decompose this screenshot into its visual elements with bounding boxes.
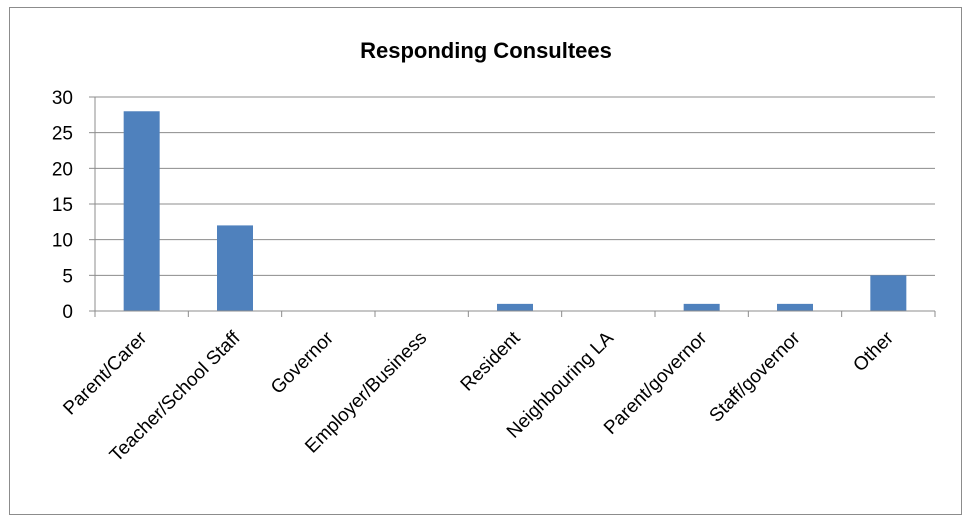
y-tick-label: 15 (52, 195, 73, 216)
y-tick-label: 20 (52, 159, 73, 180)
y-axis-ticks: 0 5 10 15 20 25 30 (52, 88, 95, 323)
x-category-label: Governor (267, 327, 338, 398)
y-tick-label: 10 (52, 231, 73, 252)
x-category-label: Parent/Carer (59, 327, 151, 419)
bar-1 (123, 111, 160, 312)
x-category-label: Parent/governor (600, 327, 712, 439)
x-category-label: Other (849, 327, 898, 376)
chart-frame (9, 7, 962, 515)
bars (123, 111, 907, 312)
x-category-label: Staff/governor (706, 327, 805, 426)
y-tick-label: 30 (52, 88, 73, 109)
x-category-label: Resident (457, 327, 525, 395)
y-tick-label: 25 (52, 124, 73, 145)
bar-7 (683, 303, 720, 311)
bar-8 (777, 303, 813, 311)
bar-2 (217, 225, 253, 311)
y-tick-label: 5 (62, 266, 73, 287)
y-tick-label: 0 (62, 302, 73, 323)
bar-9 (870, 275, 907, 311)
bar-5 (497, 303, 533, 311)
chart-title: Responding Consultees (360, 38, 612, 63)
